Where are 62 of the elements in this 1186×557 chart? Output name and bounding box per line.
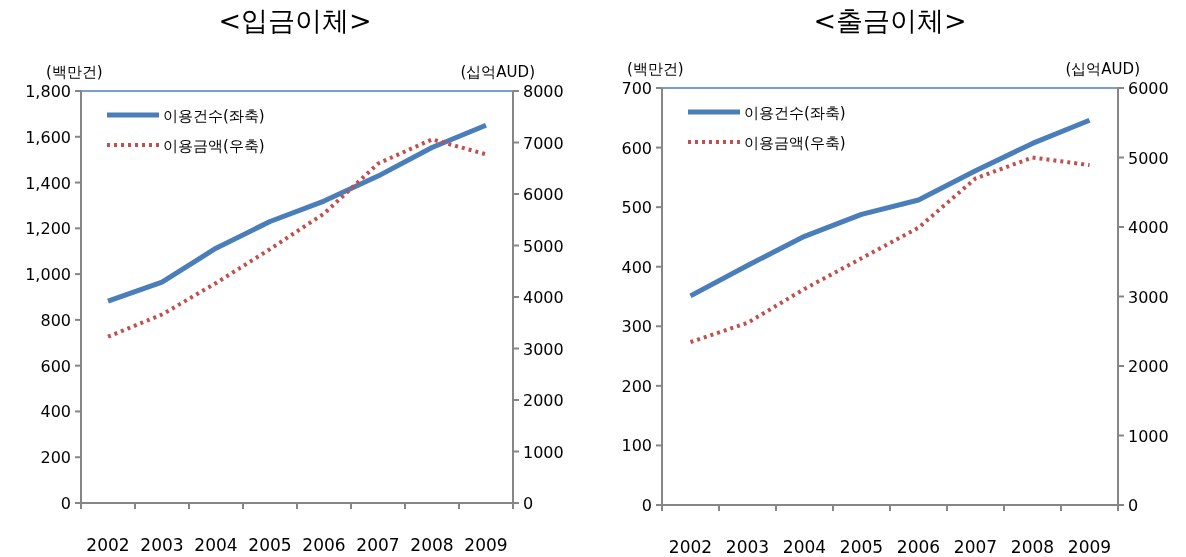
y2-tick-label: 8000 xyxy=(523,82,564,101)
y2-tick-label: 6000 xyxy=(1128,79,1169,98)
y-axis-title: (백만건) xyxy=(627,60,684,78)
x-tick-label: 2003 xyxy=(725,537,770,557)
chart-title: <입금이체> xyxy=(218,5,372,36)
y-tick-label: 700 xyxy=(621,79,652,98)
y-tick-label: 200 xyxy=(621,376,652,396)
x-tick-label: 2002 xyxy=(668,537,713,557)
y-tick-label: 1,800 xyxy=(25,82,71,101)
y2-tick-label: 5000 xyxy=(523,236,564,256)
y-tick-label: 1,400 xyxy=(25,173,71,193)
y-tick-label: 500 xyxy=(621,198,652,218)
y-tick-label: 600 xyxy=(621,138,652,158)
y2-tick-label: 1000 xyxy=(1128,426,1169,446)
line-series xyxy=(688,155,1092,344)
y2-tick-label: 4000 xyxy=(523,288,564,307)
x-tick-label: 2009 xyxy=(464,535,508,555)
x-tick-label: 2005 xyxy=(248,535,292,555)
x-tick-label: 2007 xyxy=(953,537,998,557)
y2-tick-label: 0 xyxy=(1128,496,1139,515)
y2-tick-label: 5000 xyxy=(1128,148,1169,168)
y-tick-label: 1,600 xyxy=(25,127,71,147)
y-tick-label: 600 xyxy=(40,356,71,376)
x-tick-label: 2004 xyxy=(194,535,238,555)
y2-tick-label: 3000 xyxy=(1128,287,1169,307)
x-tick-label: 2006 xyxy=(302,535,346,555)
y2-tick-label: 3000 xyxy=(523,339,564,359)
y2-axis-title: (십억AUD) xyxy=(1065,60,1140,78)
x-tick-label: 2005 xyxy=(839,537,884,557)
y-tick-label: 100 xyxy=(621,436,652,456)
legend-label: 이용건수(좌축) xyxy=(163,107,265,125)
y2-tick-label: 4000 xyxy=(1128,218,1169,237)
y2-tick-label: 1000 xyxy=(523,442,564,462)
x-tick-label: 2006 xyxy=(896,537,941,557)
y2-axis-title: (십억AUD) xyxy=(460,63,535,81)
y-axis-title: (백만건) xyxy=(46,63,103,81)
x-tick-label: 2008 xyxy=(1010,537,1055,557)
x-tick-label: 2007 xyxy=(356,535,400,555)
x-tick-label: 2009 xyxy=(1067,537,1112,557)
legend-label: 이용금액(우축) xyxy=(744,134,846,152)
x-tick-label: 2004 xyxy=(782,537,827,557)
y2-tick-label: 6000 xyxy=(523,185,564,204)
y2-tick-label: 2000 xyxy=(1128,357,1169,376)
y-tick-label: 400 xyxy=(621,257,652,277)
legend-label: 이용금액(우축) xyxy=(163,137,265,155)
line-series xyxy=(106,137,488,339)
y2-tick-label: 2000 xyxy=(523,391,564,410)
y-tick-label: 200 xyxy=(40,448,71,468)
y-tick-label: 800 xyxy=(40,310,71,330)
y-tick-label: 400 xyxy=(40,402,71,422)
x-tick-label: 2002 xyxy=(86,535,130,555)
x-tick-label: 2008 xyxy=(410,535,454,555)
y2-tick-label: 7000 xyxy=(523,133,564,153)
y-tick-label: 1,000 xyxy=(25,265,71,285)
y-tick-label: 0 xyxy=(60,494,71,513)
y2-tick-label: 0 xyxy=(523,494,534,513)
y-tick-label: 300 xyxy=(621,317,652,337)
chart-title: <출금이체> xyxy=(813,5,967,36)
x-tick-label: 2003 xyxy=(140,535,184,555)
y-tick-label: 1,200 xyxy=(25,219,71,239)
y-tick-label: 0 xyxy=(641,496,652,515)
legend-label: 이용건수(좌축) xyxy=(744,104,846,122)
